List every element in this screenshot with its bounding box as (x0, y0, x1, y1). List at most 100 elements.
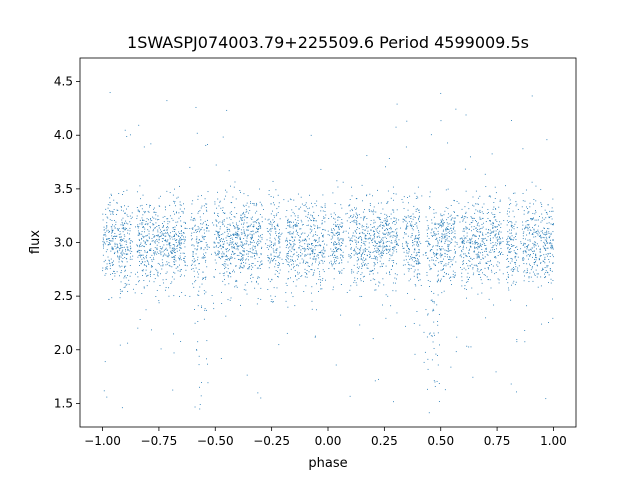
data-point (223, 220, 225, 222)
data-point (390, 197, 392, 199)
data-point (552, 280, 554, 281)
data-point (108, 299, 110, 300)
data-point (350, 215, 352, 216)
data-point (356, 217, 358, 219)
data-point (246, 240, 248, 242)
data-point (390, 255, 392, 257)
data-point (341, 238, 343, 240)
data-point (480, 246, 482, 248)
data-point (403, 219, 405, 220)
data-point (385, 166, 387, 168)
data-point (157, 234, 159, 236)
data-point (409, 225, 411, 227)
data-point (164, 289, 166, 291)
data-point (114, 242, 116, 244)
data-point (495, 237, 497, 239)
data-point (322, 256, 324, 258)
data-point (516, 227, 518, 229)
data-point (276, 249, 278, 251)
data-point (224, 265, 226, 267)
data-point (257, 238, 259, 240)
data-point (524, 246, 526, 248)
data-point (229, 299, 231, 301)
data-point (524, 243, 526, 245)
data-point (530, 254, 531, 255)
data-point (139, 219, 141, 221)
data-point (388, 228, 390, 229)
data-point (234, 286, 236, 288)
data-point (277, 265, 279, 267)
data-point (217, 233, 219, 235)
data-point (275, 228, 277, 230)
data-point (268, 257, 270, 259)
data-point (535, 185, 537, 187)
data-point (250, 256, 252, 258)
data-point (251, 237, 253, 238)
data-point (462, 264, 464, 266)
data-point (230, 202, 232, 203)
data-point (486, 276, 488, 278)
data-point (107, 238, 109, 240)
data-point (279, 263, 281, 265)
data-point (480, 244, 482, 246)
data-point (156, 238, 158, 240)
data-point (337, 216, 339, 218)
data-point (338, 232, 340, 234)
data-point (171, 249, 173, 251)
data-point (441, 261, 443, 263)
data-point (126, 253, 128, 255)
data-point (360, 274, 362, 276)
data-point (279, 246, 281, 248)
data-point (160, 195, 161, 197)
data-point (106, 268, 108, 270)
data-point (191, 203, 193, 205)
data-point (166, 218, 168, 220)
data-point (121, 236, 122, 238)
data-point (304, 250, 306, 252)
data-point (119, 248, 121, 250)
data-point (333, 256, 335, 258)
data-point (370, 229, 372, 231)
data-point (233, 247, 235, 249)
data-point (538, 257, 540, 259)
data-point (240, 241, 242, 243)
data-point (466, 217, 468, 219)
data-point (324, 250, 326, 252)
data-point (444, 255, 446, 257)
data-point (533, 262, 535, 263)
data-point (104, 268, 106, 270)
data-point (416, 195, 418, 197)
data-point (294, 224, 296, 226)
data-point (407, 252, 409, 254)
data-point (442, 275, 444, 277)
data-point (120, 247, 122, 249)
data-point (465, 228, 467, 230)
data-point (229, 272, 231, 273)
data-point (113, 253, 115, 255)
data-point (316, 200, 318, 202)
data-point (202, 256, 204, 258)
data-point (406, 244, 408, 246)
data-point (412, 265, 414, 267)
data-point (323, 218, 325, 220)
data-point (331, 242, 332, 244)
data-point (510, 224, 512, 226)
data-point (411, 227, 413, 229)
data-point (252, 221, 254, 223)
data-point (153, 207, 155, 209)
data-point (166, 229, 168, 231)
y-axis-label: flux (28, 230, 43, 254)
data-point (249, 210, 251, 212)
data-point (235, 232, 237, 234)
data-point (256, 254, 258, 256)
data-point (358, 228, 360, 230)
data-point (160, 229, 161, 231)
data-point (436, 252, 437, 254)
data-point (201, 305, 203, 307)
data-point (418, 212, 420, 213)
data-point (512, 245, 513, 247)
data-point (204, 293, 206, 295)
data-point (303, 247, 305, 249)
data-point (211, 295, 213, 296)
data-point (337, 238, 339, 240)
